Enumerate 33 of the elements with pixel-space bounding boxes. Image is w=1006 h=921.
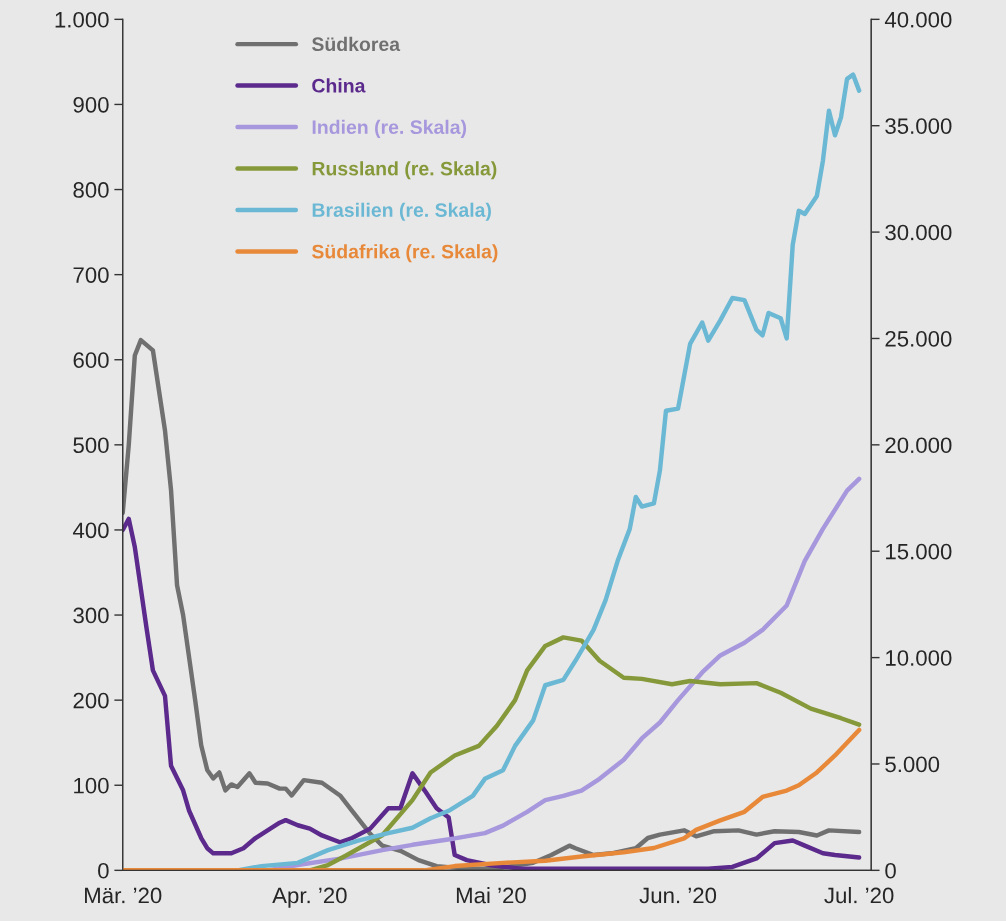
legend-label: Russland (re. Skala) xyxy=(312,161,497,180)
y-tick-label: 400 xyxy=(72,522,109,539)
legend-label: Südkorea xyxy=(311,36,401,52)
legend-label: Brasilien (re. Skala) xyxy=(312,202,491,221)
x-tick-label: Apr. ’20 xyxy=(272,887,347,908)
y-tick-label: 500 xyxy=(73,437,109,454)
legend-label: Indien (re. Skala) xyxy=(312,119,467,138)
y2-tick-label: 0 xyxy=(885,862,896,879)
y-tick-label: 900 xyxy=(73,96,109,113)
x-tick-label: Mai ’20 xyxy=(456,887,526,904)
x-tick-label: Jul. ’20 xyxy=(824,887,894,904)
y2-tick-label: 25.000 xyxy=(885,331,952,347)
line-series xyxy=(122,337,862,871)
y-tick-label: 1.000 xyxy=(55,11,109,28)
legend-label: Südafrika (re. Skala) xyxy=(311,244,498,263)
legend-label: China xyxy=(312,78,366,93)
y-tick-label: 0 xyxy=(98,862,109,879)
y2-tick-label: 15.000 xyxy=(886,543,952,560)
y2-tick-label: 10.000 xyxy=(886,650,952,666)
y-tick-label: 700 xyxy=(73,267,109,283)
y2-tick-label: 40.000 xyxy=(884,11,952,28)
y2-tick-label: 20.000 xyxy=(885,437,952,454)
x-tick-label: Jun. ’20 xyxy=(639,887,717,904)
y-tick-label: 300 xyxy=(73,607,109,624)
y-tick-label: 100 xyxy=(74,777,109,794)
x-tick-label: Mär. ’20 xyxy=(85,887,162,904)
y2-tick-label: 30.000 xyxy=(885,224,952,241)
y-tick-label: 200 xyxy=(73,692,109,709)
y2-tick-label: 5.000 xyxy=(885,756,940,773)
y2-tick-label: 35.000 xyxy=(885,118,952,134)
line-series xyxy=(122,727,862,871)
y-tick-label: 800 xyxy=(73,182,109,198)
y-tick-label: 600 xyxy=(73,352,109,369)
